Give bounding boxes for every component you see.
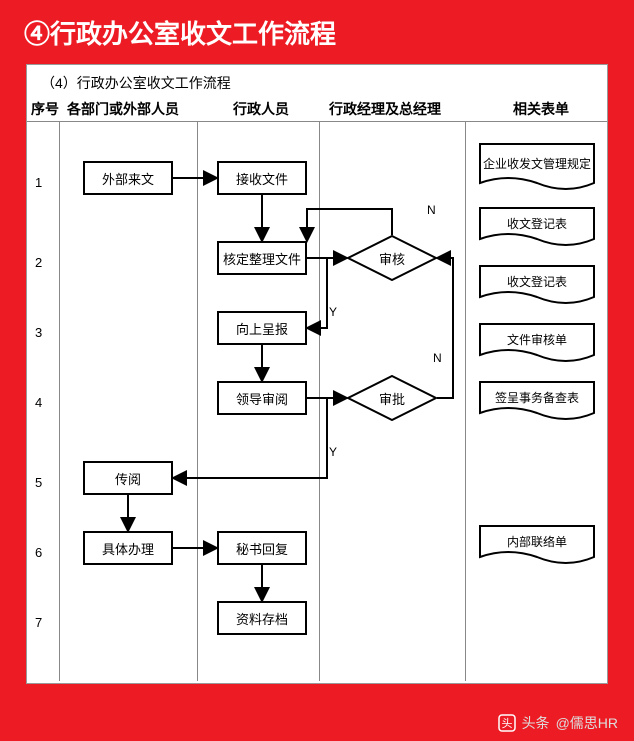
row-number: 4	[35, 395, 42, 410]
row-number: 5	[35, 475, 42, 490]
row-number: 3	[35, 325, 42, 340]
col-mgr: 行政经理及总经理	[329, 99, 441, 119]
sub-title: （4）行政办公室收文工作流程	[27, 65, 607, 97]
node-collate: 核定整理文件	[217, 241, 307, 275]
document-form: 企业收发文管理规定	[479, 143, 595, 191]
node-circulate: 传阅	[83, 461, 173, 495]
node-ext_doc: 外部来文	[83, 161, 173, 195]
node-archive: 资料存档	[217, 601, 307, 635]
col-admin: 行政人员	[233, 99, 289, 119]
col-dept: 各部门或外部人员	[67, 99, 179, 119]
node-reply: 秘书回复	[217, 531, 307, 565]
document-form: 文件审核单	[479, 323, 595, 363]
node-leader: 领导审阅	[217, 381, 307, 415]
node-report_up: 向上呈报	[217, 311, 307, 345]
column-divider	[197, 121, 198, 681]
document-form: 签呈事务备查表	[479, 381, 595, 421]
column-divider	[465, 121, 466, 681]
col-forms: 相关表单	[513, 99, 569, 119]
footer-author: @儒思HR	[556, 713, 618, 733]
edge-label-review_Y: Y	[329, 305, 337, 319]
decision-approve: 审批	[347, 375, 437, 421]
column-divider	[59, 121, 60, 681]
col-seq: 序号	[31, 99, 59, 119]
row-number: 1	[35, 175, 42, 190]
row-number: 2	[35, 255, 42, 270]
source-icon: 头	[498, 714, 516, 732]
svg-text:头: 头	[501, 717, 512, 730]
edge-label-approve_N: N	[433, 351, 442, 365]
edge-label-review_N: N	[427, 203, 436, 217]
header-divider	[27, 121, 607, 122]
row-number: 6	[35, 545, 42, 560]
outer-title: ④行政办公室收文工作流程	[0, 0, 634, 61]
document-form: 收文登记表	[479, 207, 595, 247]
flowchart-panel: （4）行政办公室收文工作流程 序号 各部门或外部人员 行政人员 行政经理及总经理…	[26, 64, 608, 684]
row-number: 7	[35, 615, 42, 630]
document-form: 收文登记表	[479, 265, 595, 305]
footer-prefix: 头条	[522, 713, 550, 733]
column-divider	[319, 121, 320, 681]
node-handle: 具体办理	[83, 531, 173, 565]
edge-label-approve_Y: Y	[329, 445, 337, 459]
document-form: 内部联络单	[479, 525, 595, 565]
footer: 头 头条 @儒思HR	[498, 713, 618, 733]
node-receive: 接收文件	[217, 161, 307, 195]
decision-review: 审核	[347, 235, 437, 281]
